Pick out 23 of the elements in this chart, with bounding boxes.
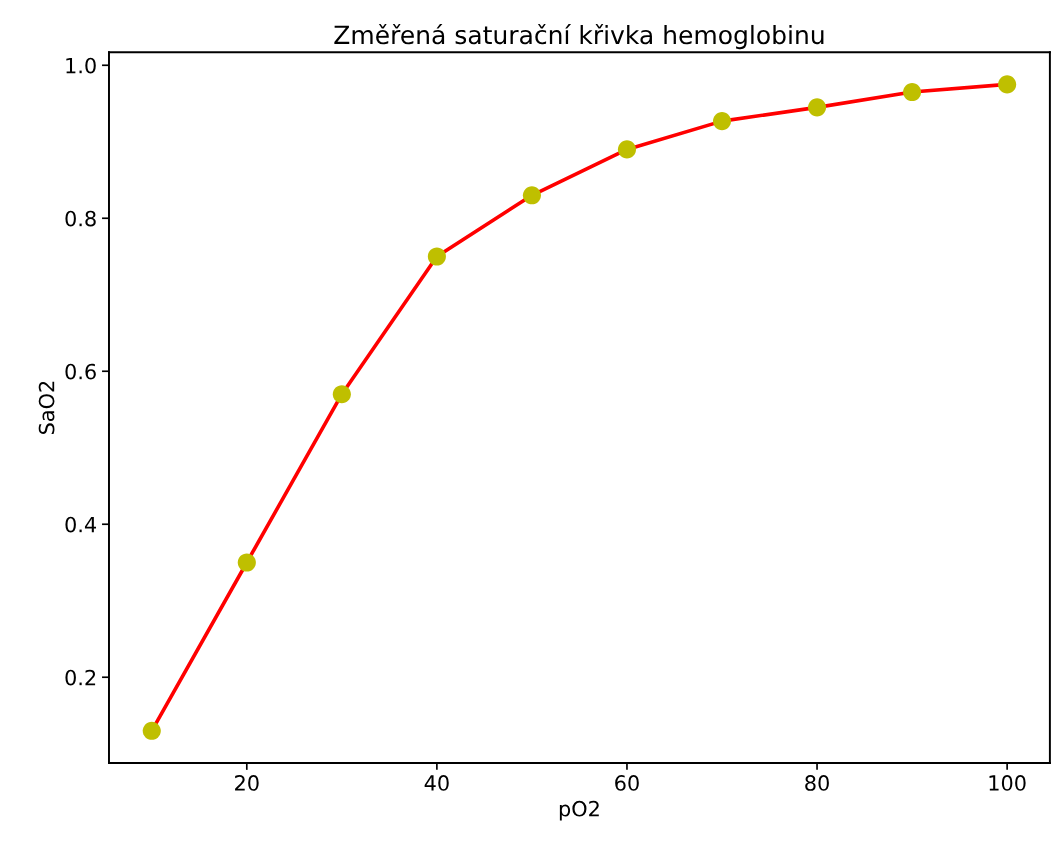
point [332,385,351,404]
y-tick-label: 0.4 [65,516,97,533]
y-tick-label: 0.6 [65,363,96,380]
x-tick-label: 100 [989,775,1026,791]
x-tick-label: 40 [424,775,449,791]
chart-title: Změřená saturační křivka hemoglobinu [334,23,824,50]
point [617,140,637,159]
x-tick-label: 20 [235,775,259,791]
y-tick-label: 0.8 [65,210,96,227]
point [427,247,446,266]
point [522,186,541,205]
x-tick-label: 80 [805,775,829,791]
point [237,553,256,572]
point [903,82,922,102]
point [712,112,732,131]
y-tick-label: 0.2 [65,669,96,686]
point [998,75,1017,94]
x-axis-title: pO2 [559,800,599,821]
y-axis-title: SaO2 [38,381,55,435]
point [142,721,161,740]
point [807,98,827,117]
x-tick-label: 60 [615,775,639,791]
y-tick-label: 1.0 [66,57,96,74]
